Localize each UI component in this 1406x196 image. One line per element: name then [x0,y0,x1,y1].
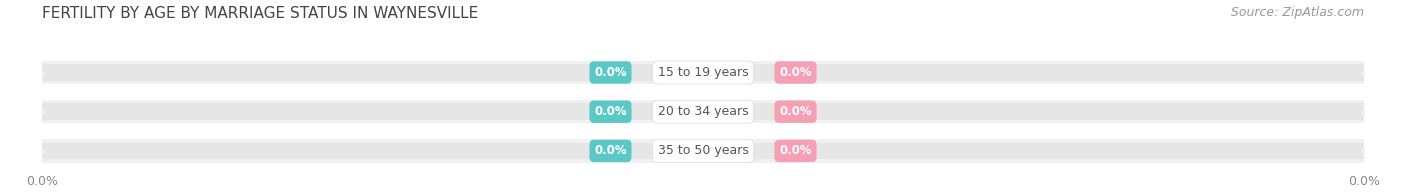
Point [1353,110,1375,113]
Point [31,110,53,113]
Text: 0.0%: 0.0% [595,105,627,118]
Text: FERTILITY BY AGE BY MARRIAGE STATUS IN WAYNESVILLE: FERTILITY BY AGE BY MARRIAGE STATUS IN W… [42,6,478,21]
Point [1353,149,1375,152]
Bar [42,139,1364,163]
Bar [42,100,1364,123]
Point [1353,71,1375,74]
Bar [42,64,1364,81]
Text: 0.0%: 0.0% [595,66,627,79]
Text: 0.0%: 0.0% [779,66,811,79]
Text: 0.0%: 0.0% [779,105,811,118]
Bar [42,143,1364,159]
Text: 0.0%: 0.0% [779,144,811,157]
Text: 35 to 50 years: 35 to 50 years [658,144,748,157]
Text: 20 to 34 years: 20 to 34 years [658,105,748,118]
Text: Source: ZipAtlas.com: Source: ZipAtlas.com [1230,6,1364,19]
Point [31,71,53,74]
Bar [42,103,1364,120]
Text: 15 to 19 years: 15 to 19 years [658,66,748,79]
Bar [42,61,1364,84]
Point [31,149,53,152]
Text: 0.0%: 0.0% [595,144,627,157]
